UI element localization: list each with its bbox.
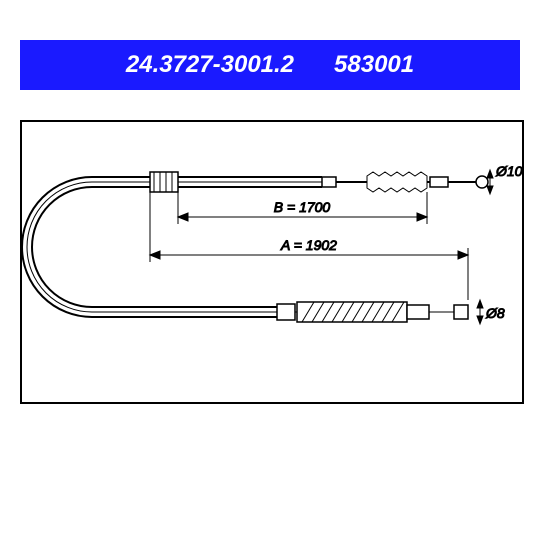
part-code: 583001: [334, 51, 414, 79]
dim-d2-label: Ø8: [485, 305, 505, 321]
upper-bellows: [367, 172, 427, 192]
dim-a-label: A = 1902: [280, 237, 337, 253]
part-number: 24.3727-3001.2: [126, 51, 294, 79]
diameter-d1: Ø10: [487, 163, 522, 194]
dim-d1-label: Ø10: [495, 163, 522, 179]
diameter-d2: Ø8: [477, 300, 505, 324]
cable-outer: [27, 182, 462, 312]
diagram-box: B = 1700 A = 1902 Ø10: [20, 120, 524, 404]
dimension-b: B = 1700: [178, 192, 427, 224]
page-container: 24.3727-3001.2 583001: [0, 0, 540, 540]
header-bar: 24.3727-3001.2 583001: [20, 40, 520, 90]
cable-diagram: B = 1700 A = 1902 Ø10: [22, 122, 522, 402]
dim-b-label: B = 1700: [274, 199, 331, 215]
